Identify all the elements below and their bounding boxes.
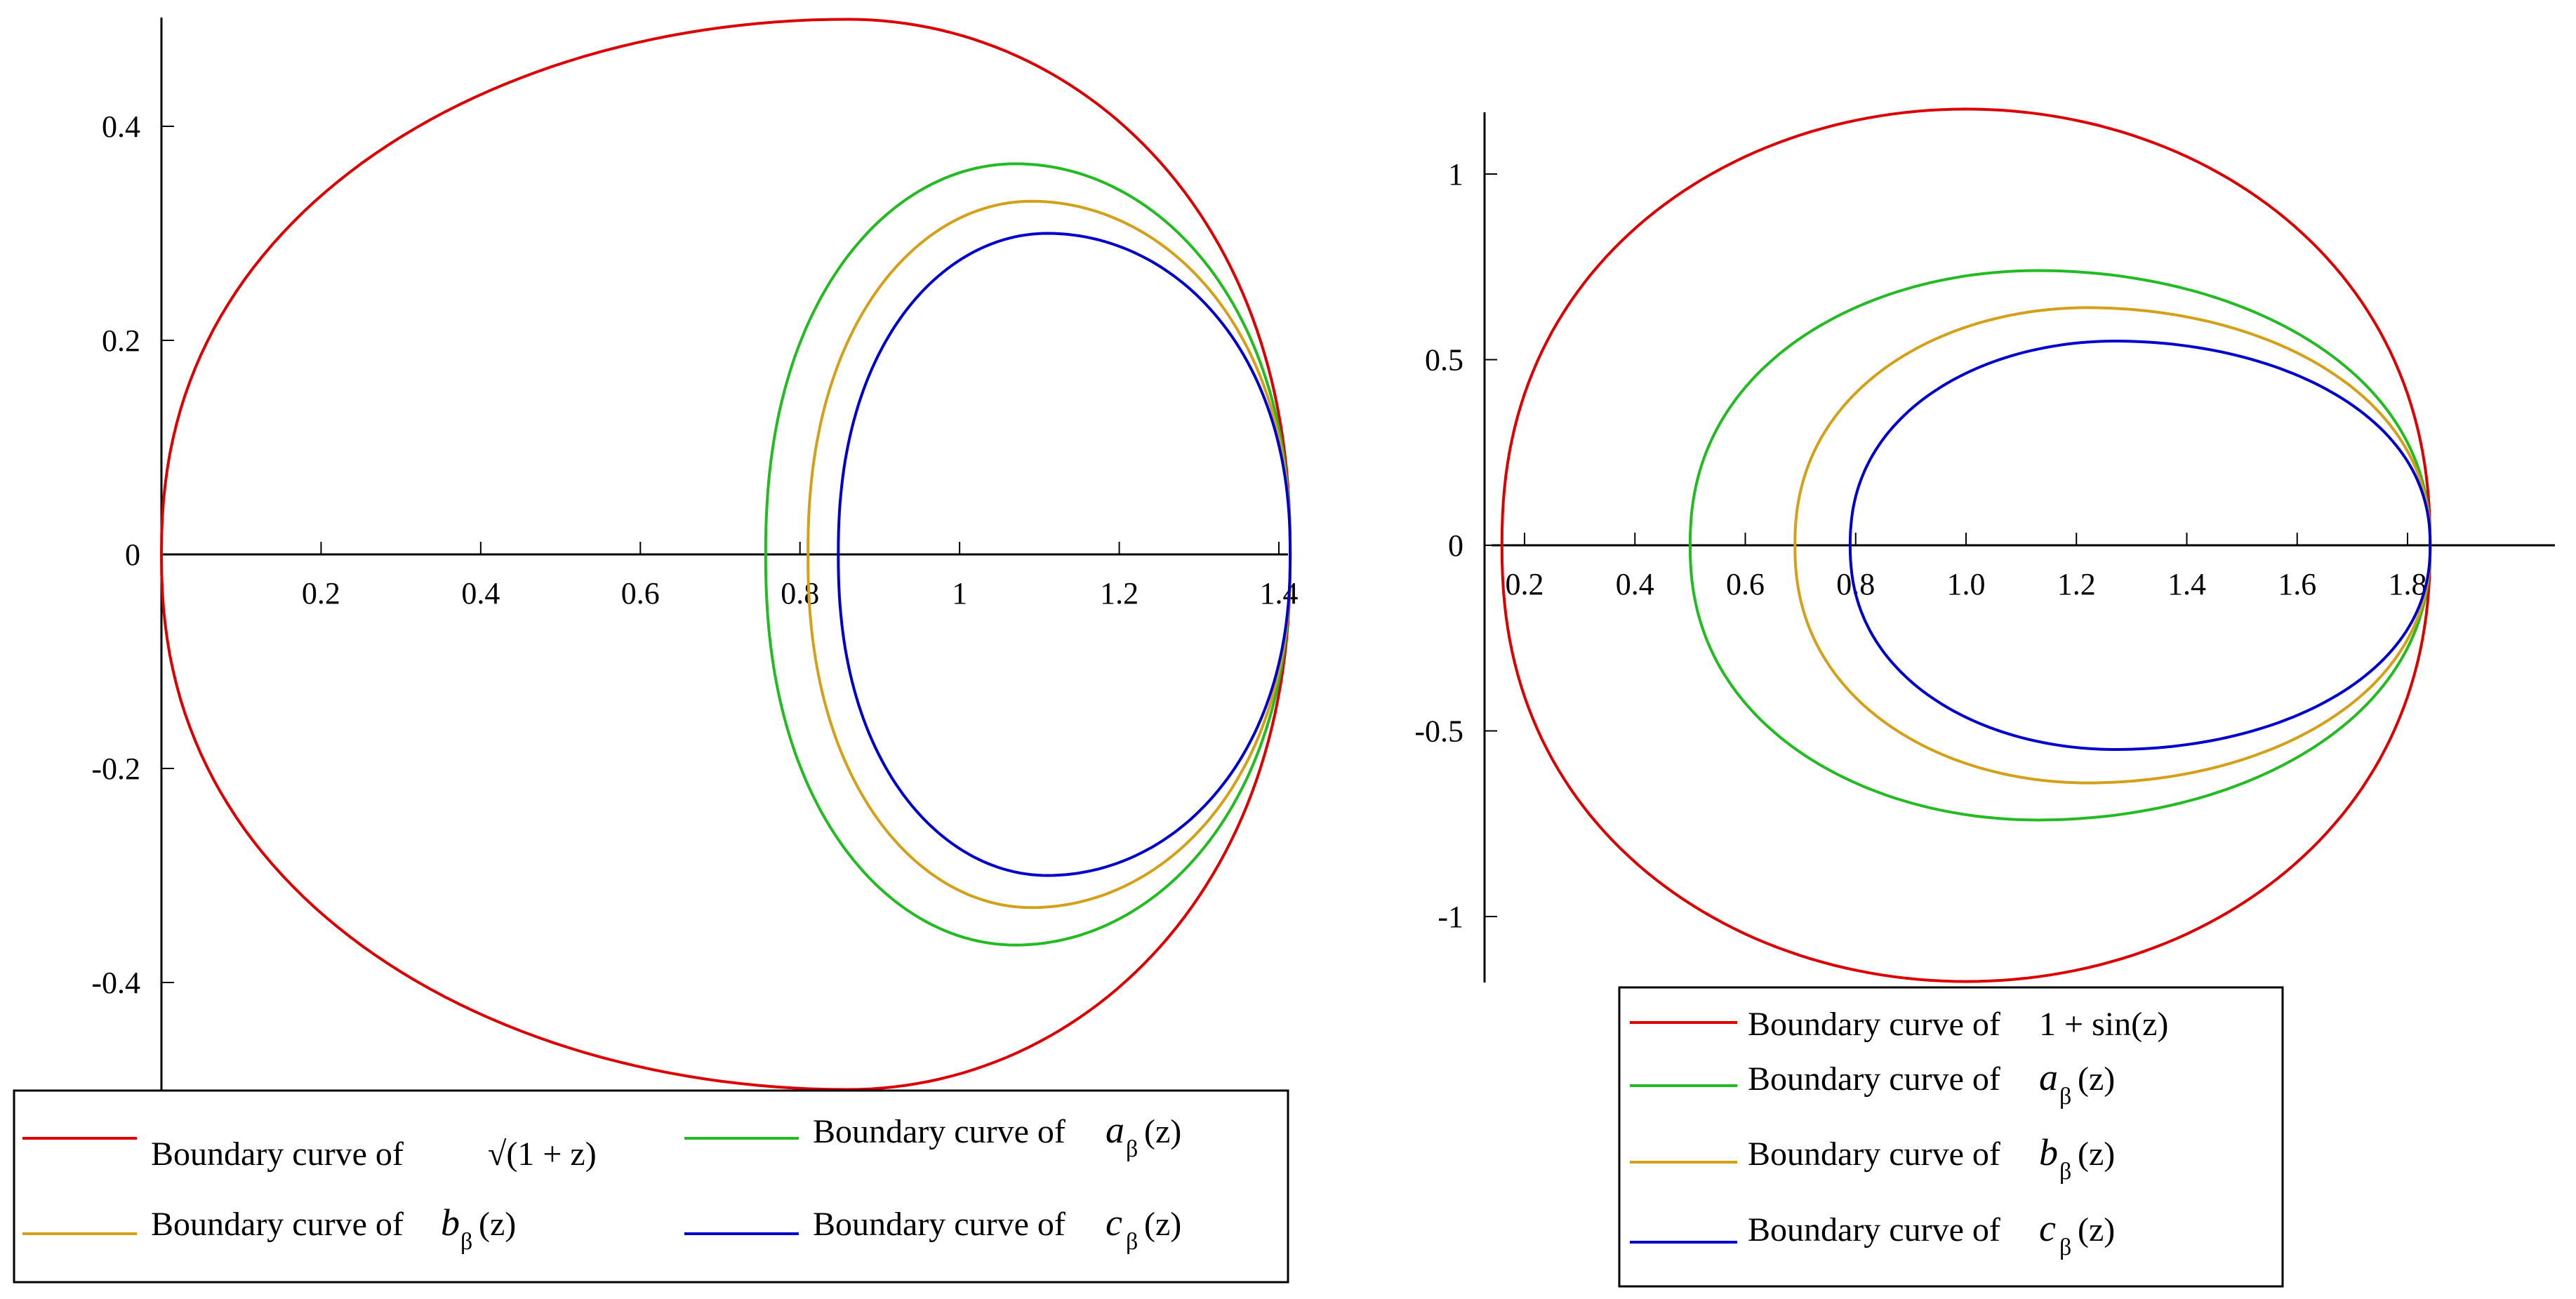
legend-sub: β xyxy=(460,1229,472,1255)
x-tick-label: 1.0 xyxy=(1947,567,1986,601)
right-legend-box xyxy=(1618,986,2284,1288)
series-curve-1 xyxy=(764,162,1292,947)
x-tick-label: 0.4 xyxy=(461,576,500,611)
legend-math: b xyxy=(441,1201,460,1244)
legend-tail: (z) xyxy=(479,1206,516,1243)
series-curve-2 xyxy=(806,199,1292,910)
x-tick-label: 1.6 xyxy=(2278,567,2316,601)
series-curve-0 xyxy=(1500,107,2432,983)
y-tick-label: -0.4 xyxy=(91,966,140,1000)
y-tick-label: 1 xyxy=(1448,157,1463,192)
legend-sub: β xyxy=(1126,1136,1138,1162)
left-legend-entry-c: Boundary curve of c β (z) xyxy=(684,1201,1181,1255)
series-curve-3 xyxy=(1848,339,2432,752)
right-curves xyxy=(1500,107,2432,983)
x-tick-label: 1.2 xyxy=(1100,576,1138,611)
left-legend-entry-sqrt: Boundary curve of √(1 + z) xyxy=(22,1135,597,1173)
legend-sub: β xyxy=(1126,1229,1138,1255)
y-tick-label: 0 xyxy=(125,538,140,572)
y-tick-label: 0.2 xyxy=(102,324,140,358)
right-ticks: 0.2 0.4 0.6 0.8 1.0 1.2 1.4 1.6 1.810.50-0.5-1 xyxy=(1414,157,2426,934)
y-tick-label: 0.5 xyxy=(1425,343,1463,378)
y-tick-label: 0 xyxy=(1448,528,1463,563)
legend-prefix: Boundary curve of xyxy=(151,1206,404,1243)
left-plot: 0.2 0.4 0.6 0.8 1 1.2 1.4 0.4 0.2 0 -0.2 -0.4 xyxy=(91,18,1299,1091)
left-legend: Boundary curve of √(1 + z) Boundary curv… xyxy=(13,1089,1289,1284)
legend-tail: (z) xyxy=(1144,1113,1181,1150)
legend-sub: β xyxy=(2059,1159,2071,1185)
y-tick-label: -1 xyxy=(1438,900,1463,934)
y-tick-label: -0.5 xyxy=(1414,714,1463,749)
right-plot: 0.2 0.4 0.6 0.8 1.0 1.2 1.4 1.6 1.810.50-0.5-1 xyxy=(1414,107,2555,983)
right-axes xyxy=(1483,112,2555,982)
legend-math: c xyxy=(2039,1207,2056,1249)
legend-tail: (z) xyxy=(1144,1206,1181,1243)
legend-tail: (z) xyxy=(2078,1211,2115,1248)
legend-prefix: Boundary curve of xyxy=(1748,1006,2000,1043)
x-tick-label: 0.8 xyxy=(781,576,819,611)
right-legend: Boundary curve of 1 + sin(z) Boundary cu… xyxy=(1618,986,2284,1288)
legend-prefix: Boundary curve of xyxy=(1748,1211,2000,1248)
legend-math: b xyxy=(2039,1131,2058,1173)
y-tick-label: 0.4 xyxy=(102,109,140,144)
series-curve-1 xyxy=(1688,269,2432,822)
legend-prefix: Boundary curve of xyxy=(151,1135,404,1173)
y-tick-label: -0.2 xyxy=(91,752,140,786)
x-tick-label: 0.2 xyxy=(302,576,340,611)
x-tick-label: 1.2 xyxy=(2057,567,2096,601)
legend-math: a xyxy=(1106,1109,1124,1151)
legend-math: √(1 + z) xyxy=(488,1135,597,1173)
x-tick-label: 0.4 xyxy=(1616,567,1654,601)
legend-math: 1 + sin(z) xyxy=(2039,1006,2168,1043)
x-tick-label: 1.4 xyxy=(2167,567,2206,601)
x-tick-label: 1.8 xyxy=(2389,567,2427,601)
x-tick-label: 0.2 xyxy=(1506,567,1544,601)
series-curve-2 xyxy=(1793,306,2432,785)
legend-prefix: Boundary curve of xyxy=(1748,1135,2000,1173)
x-tick-label: 0.6 xyxy=(621,576,660,611)
legend-sub: β xyxy=(2059,1234,2071,1260)
legend-prefix: Boundary curve of xyxy=(1748,1060,2000,1098)
series-curve-3 xyxy=(837,232,1292,877)
left-legend-entry-b: Boundary curve of b β (z) xyxy=(22,1201,516,1255)
legend-prefix: Boundary curve of xyxy=(813,1206,1065,1243)
x-tick-label: 1.4 xyxy=(1260,576,1299,611)
legend-prefix: Boundary curve of xyxy=(813,1113,1065,1150)
right-legend-entry-b: Boundary curve of b β (z) xyxy=(1630,1131,2115,1185)
right-legend-entry-sin: Boundary curve of 1 + sin(z) xyxy=(1630,1006,2168,1043)
legend-sub: β xyxy=(2059,1084,2071,1110)
legend-math: a xyxy=(2039,1056,2058,1098)
left-legend-entry-a: Boundary curve of a β (z) xyxy=(684,1109,1181,1162)
legend-math: c xyxy=(1106,1201,1122,1244)
legend-tail: (z) xyxy=(2078,1060,2115,1098)
right-legend-entry-c: Boundary curve of c β (z) xyxy=(1630,1207,2115,1260)
x-tick-label: 0.6 xyxy=(1726,567,1765,601)
right-legend-entry-a: Boundary curve of a β (z) xyxy=(1630,1056,2115,1110)
left-legend-box xyxy=(13,1089,1289,1284)
series-curve-0 xyxy=(159,18,1292,1091)
x-tick-label: 1 xyxy=(952,576,967,611)
left-curves xyxy=(159,18,1292,1091)
left-ticks: 0.2 0.4 0.6 0.8 1 1.2 1.4 0.4 0.2 0 -0.2 -0.4 xyxy=(91,109,1298,1000)
legend-tail: (z) xyxy=(2078,1135,2115,1173)
